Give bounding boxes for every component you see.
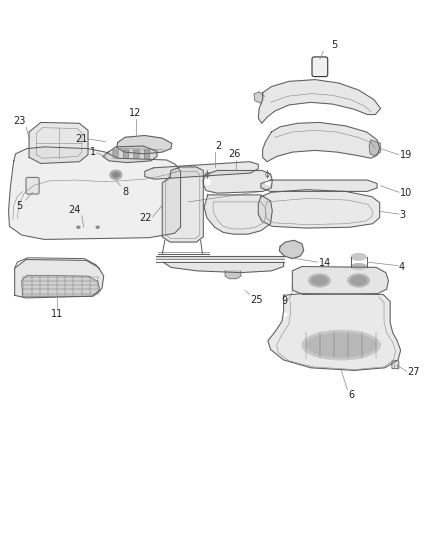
Text: 23: 23 xyxy=(13,116,25,126)
Text: 22: 22 xyxy=(139,213,152,223)
Polygon shape xyxy=(14,260,104,298)
Polygon shape xyxy=(254,92,265,103)
Polygon shape xyxy=(145,161,258,179)
FancyBboxPatch shape xyxy=(134,150,139,159)
Polygon shape xyxy=(117,135,172,154)
Polygon shape xyxy=(279,240,304,259)
Text: 5: 5 xyxy=(16,201,22,211)
Ellipse shape xyxy=(113,172,120,177)
Text: 14: 14 xyxy=(318,258,331,268)
Polygon shape xyxy=(9,147,180,239)
Polygon shape xyxy=(258,190,380,228)
Text: 26: 26 xyxy=(229,149,241,159)
Polygon shape xyxy=(21,275,100,296)
Text: 10: 10 xyxy=(400,188,412,198)
FancyBboxPatch shape xyxy=(26,177,39,194)
FancyBboxPatch shape xyxy=(145,150,150,159)
Ellipse shape xyxy=(265,179,271,185)
Text: 25: 25 xyxy=(251,295,263,305)
Text: 19: 19 xyxy=(400,150,412,160)
Ellipse shape xyxy=(284,366,288,370)
FancyBboxPatch shape xyxy=(124,150,129,159)
Polygon shape xyxy=(103,146,157,163)
Ellipse shape xyxy=(350,276,367,285)
Polygon shape xyxy=(268,294,401,370)
Ellipse shape xyxy=(116,173,119,175)
Polygon shape xyxy=(261,180,377,191)
FancyBboxPatch shape xyxy=(113,150,118,159)
Text: 6: 6 xyxy=(348,391,354,400)
Ellipse shape xyxy=(77,226,80,229)
Ellipse shape xyxy=(308,274,330,287)
Polygon shape xyxy=(225,271,241,279)
Ellipse shape xyxy=(284,313,287,316)
Text: 3: 3 xyxy=(400,210,406,220)
Polygon shape xyxy=(204,195,272,234)
Ellipse shape xyxy=(348,274,370,287)
Polygon shape xyxy=(263,123,380,161)
Ellipse shape xyxy=(311,276,328,285)
Ellipse shape xyxy=(302,330,381,360)
Text: ϕ: ϕ xyxy=(265,170,269,179)
Text: 2: 2 xyxy=(215,141,222,151)
Text: 4: 4 xyxy=(399,262,405,271)
Ellipse shape xyxy=(351,263,367,270)
Ellipse shape xyxy=(96,226,99,229)
Text: 12: 12 xyxy=(129,108,141,118)
Text: 1: 1 xyxy=(90,147,96,157)
Ellipse shape xyxy=(306,333,377,357)
Ellipse shape xyxy=(205,179,210,185)
Text: ϕ: ϕ xyxy=(204,170,209,179)
Text: 8: 8 xyxy=(122,187,128,197)
Text: 5: 5 xyxy=(331,41,337,51)
Ellipse shape xyxy=(110,170,122,180)
Polygon shape xyxy=(258,79,381,123)
Text: 9: 9 xyxy=(282,296,288,305)
Ellipse shape xyxy=(351,253,367,261)
Polygon shape xyxy=(292,266,389,294)
Polygon shape xyxy=(203,171,272,193)
Polygon shape xyxy=(162,167,203,242)
Polygon shape xyxy=(29,123,88,164)
Polygon shape xyxy=(156,256,284,259)
Polygon shape xyxy=(369,140,381,156)
Text: 11: 11 xyxy=(50,309,63,319)
Polygon shape xyxy=(163,262,284,272)
FancyBboxPatch shape xyxy=(312,57,328,77)
FancyBboxPatch shape xyxy=(392,361,399,369)
Text: 21: 21 xyxy=(75,134,87,143)
Text: 24: 24 xyxy=(69,205,81,215)
Text: 27: 27 xyxy=(408,367,420,377)
